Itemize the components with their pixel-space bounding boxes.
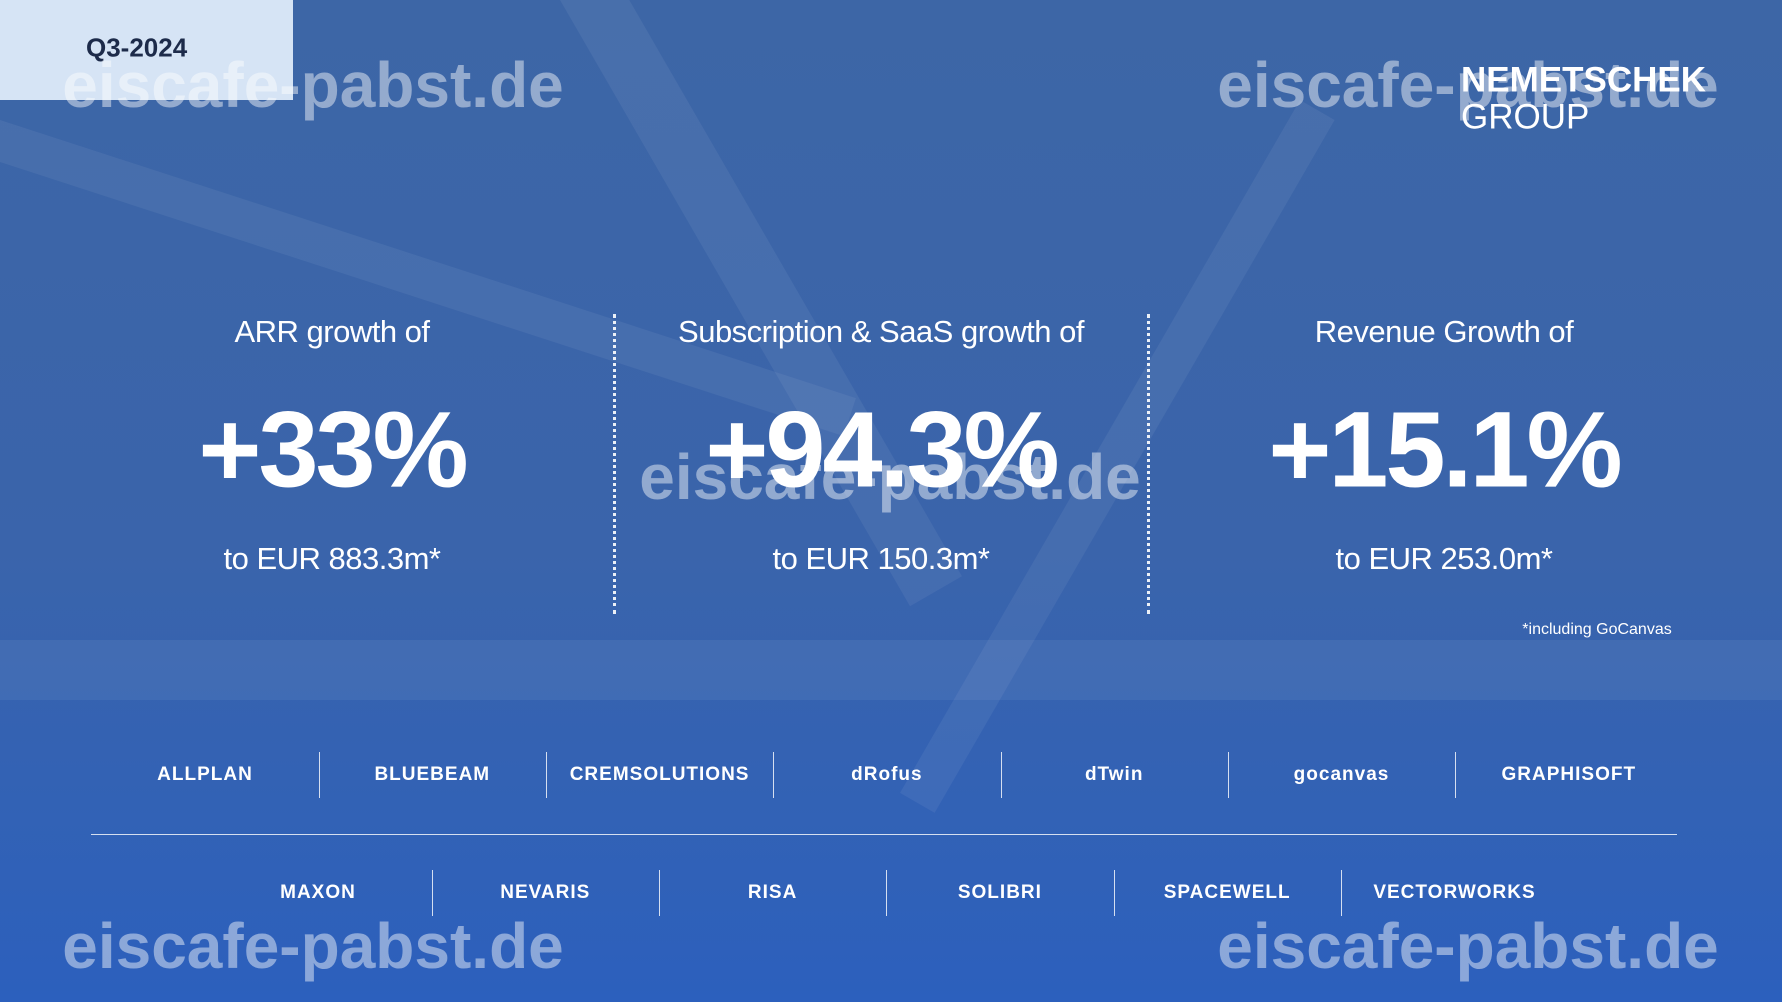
logo-line: GROUP <box>1461 97 1590 137</box>
metric-value: +15.1% <box>1268 388 1622 510</box>
brand-logo: VECTORWORKS <box>1373 882 1536 903</box>
brand-logo: gocanvas <box>1293 764 1390 785</box>
watermark: eiscafe-pabst.de <box>639 441 1141 513</box>
brand-separator <box>1340 870 1342 916</box>
brand-separator <box>1227 752 1229 798</box>
period-text: Q3-2024 <box>86 32 188 63</box>
brand-logo: CREMSOLUTIONS <box>569 764 750 785</box>
brand-separator <box>545 752 547 798</box>
metric-label: Revenue Growth of <box>1314 314 1574 349</box>
period-badge: Q3-2024 <box>0 0 293 100</box>
brand-logo: GRAPHISOFT <box>1501 764 1637 785</box>
decor <box>0 640 1782 700</box>
brand-separator <box>318 752 320 798</box>
brand-logo: dTwin <box>1084 764 1144 785</box>
metric-detail: to EUR 253.0m* <box>1335 541 1554 576</box>
watermark: eiscafe-pabst.de <box>62 49 564 121</box>
footnote: *including GoCanvas <box>1522 621 1672 638</box>
brand-logo: dRofus <box>851 764 923 785</box>
metric-value: +94.3% <box>705 388 1059 510</box>
brand-logo: SPACEWELL <box>1163 882 1291 903</box>
brand-separator <box>773 752 775 798</box>
brand-separator <box>1455 752 1457 798</box>
brand-separator <box>431 870 433 916</box>
metric-label: Subscription & SaaS growth of <box>678 314 1084 349</box>
brand-logo: NEVARIS <box>500 882 591 903</box>
brand-separator <box>1000 752 1002 798</box>
watermark: eiscafe-pabst.de <box>1217 910 1719 982</box>
brand-logo: SOLIBRI <box>957 882 1042 903</box>
decor <box>560 0 962 607</box>
brand-logo: ALLPLAN <box>157 764 253 785</box>
watermark: eiscafe-pabst.de <box>62 910 564 982</box>
rule <box>91 834 1677 835</box>
metric-value: +33% <box>198 388 468 510</box>
divider <box>1147 314 1150 614</box>
brand-separator <box>658 870 660 916</box>
brand-logo: BLUEBEAM <box>374 764 491 785</box>
divider <box>613 314 616 614</box>
watermark: eiscafe-pabst.de <box>1217 49 1719 121</box>
brand-logo: MAXON <box>280 882 356 903</box>
metric-label: ARR growth of <box>234 314 430 349</box>
brand-logo: RISA <box>747 882 798 903</box>
metric-detail: to EUR 883.3m* <box>223 541 442 576</box>
metric-detail: to EUR 150.3m* <box>772 541 991 576</box>
brand-separator <box>886 870 888 916</box>
brand-separator <box>1113 870 1115 916</box>
logo-line: NEMETSCHEK <box>1461 60 1707 100</box>
